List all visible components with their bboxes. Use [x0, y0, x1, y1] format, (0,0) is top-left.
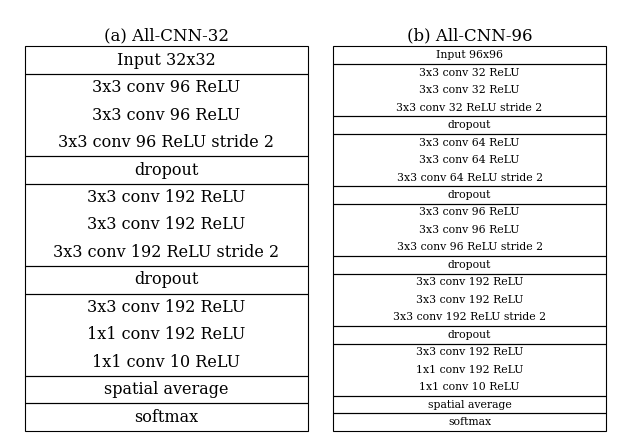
Text: 3x3 conv 192 ReLU: 3x3 conv 192 ReLU	[416, 347, 523, 357]
Bar	[25, 156, 308, 184]
Bar	[333, 274, 606, 326]
Bar	[25, 266, 308, 293]
Bar	[333, 204, 606, 256]
Bar	[333, 64, 606, 116]
Text: dropout: dropout	[448, 190, 491, 200]
Text: 1x1 conv 192 ReLU: 1x1 conv 192 ReLU	[87, 326, 246, 343]
Text: 3x3 conv 192 ReLU: 3x3 conv 192 ReLU	[416, 278, 523, 287]
Text: dropout: dropout	[134, 161, 198, 179]
Bar	[333, 326, 606, 343]
Bar	[333, 46, 606, 64]
Text: dropout: dropout	[134, 271, 198, 288]
Bar	[333, 343, 606, 396]
Text: 3x3 conv 192 ReLU: 3x3 conv 192 ReLU	[416, 295, 523, 305]
Text: (a) All-CNN-32: (a) All-CNN-32	[104, 27, 229, 44]
Text: 3x3 conv 96 ReLU: 3x3 conv 96 ReLU	[419, 225, 520, 235]
Text: 3x3 conv 96 ReLU: 3x3 conv 96 ReLU	[419, 207, 520, 217]
Text: spatial average: spatial average	[428, 400, 511, 410]
Text: 3x3 conv 32 ReLU: 3x3 conv 32 ReLU	[419, 68, 520, 78]
Bar	[25, 293, 308, 376]
Bar	[25, 46, 308, 74]
Text: 3x3 conv 192 ReLU: 3x3 conv 192 ReLU	[87, 217, 246, 233]
Text: 3x3 conv 96 ReLU: 3x3 conv 96 ReLU	[92, 79, 241, 96]
Text: dropout: dropout	[448, 330, 491, 340]
Text: spatial average: spatial average	[104, 381, 229, 398]
Text: 3x3 conv 192 ReLU: 3x3 conv 192 ReLU	[87, 189, 246, 206]
Text: 1x1 conv 10 ReLU: 1x1 conv 10 ReLU	[92, 354, 241, 371]
Bar	[25, 184, 308, 266]
Bar	[333, 134, 606, 186]
Bar	[333, 116, 606, 134]
Text: 3x3 conv 64 ReLU: 3x3 conv 64 ReLU	[419, 137, 520, 148]
Text: Input 32x32: Input 32x32	[117, 52, 216, 69]
Text: 3x3 conv 64 ReLU: 3x3 conv 64 ReLU	[419, 155, 520, 165]
Text: 3x3 conv 64 ReLU stride 2: 3x3 conv 64 ReLU stride 2	[397, 172, 542, 183]
Bar	[25, 74, 308, 156]
Text: 3x3 conv 192 ReLU: 3x3 conv 192 ReLU	[87, 299, 246, 316]
Text: 1x1 conv 10 ReLU: 1x1 conv 10 ReLU	[419, 382, 520, 392]
Text: (b) All-CNN-96: (b) All-CNN-96	[407, 27, 532, 44]
Text: 3x3 conv 96 ReLU stride 2: 3x3 conv 96 ReLU stride 2	[397, 242, 542, 252]
Text: softmax: softmax	[134, 409, 198, 426]
Text: Input 96x96: Input 96x96	[436, 50, 503, 60]
Bar	[25, 376, 308, 404]
Bar	[25, 404, 308, 431]
Text: 3x3 conv 96 ReLU: 3x3 conv 96 ReLU	[92, 107, 241, 124]
Text: softmax: softmax	[448, 417, 491, 427]
Bar	[333, 256, 606, 274]
Bar	[333, 396, 606, 413]
Text: 3x3 conv 32 ReLU stride 2: 3x3 conv 32 ReLU stride 2	[396, 103, 543, 113]
Text: 3x3 conv 192 ReLU stride 2: 3x3 conv 192 ReLU stride 2	[53, 244, 279, 261]
Bar	[333, 413, 606, 431]
Bar	[333, 186, 606, 204]
Text: 3x3 conv 192 ReLU stride 2: 3x3 conv 192 ReLU stride 2	[393, 312, 546, 322]
Text: dropout: dropout	[448, 120, 491, 130]
Text: 1x1 conv 192 ReLU: 1x1 conv 192 ReLU	[416, 365, 523, 375]
Text: dropout: dropout	[448, 260, 491, 270]
Text: 3x3 conv 96 ReLU stride 2: 3x3 conv 96 ReLU stride 2	[58, 134, 274, 151]
Text: 3x3 conv 32 ReLU: 3x3 conv 32 ReLU	[419, 85, 520, 95]
